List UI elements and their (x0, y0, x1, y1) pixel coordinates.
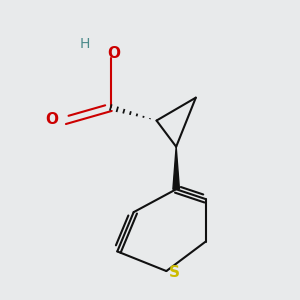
Text: O: O (45, 112, 58, 127)
Text: S: S (169, 265, 180, 280)
Polygon shape (173, 147, 179, 189)
Text: O: O (107, 46, 121, 61)
Text: H: H (80, 37, 90, 51)
